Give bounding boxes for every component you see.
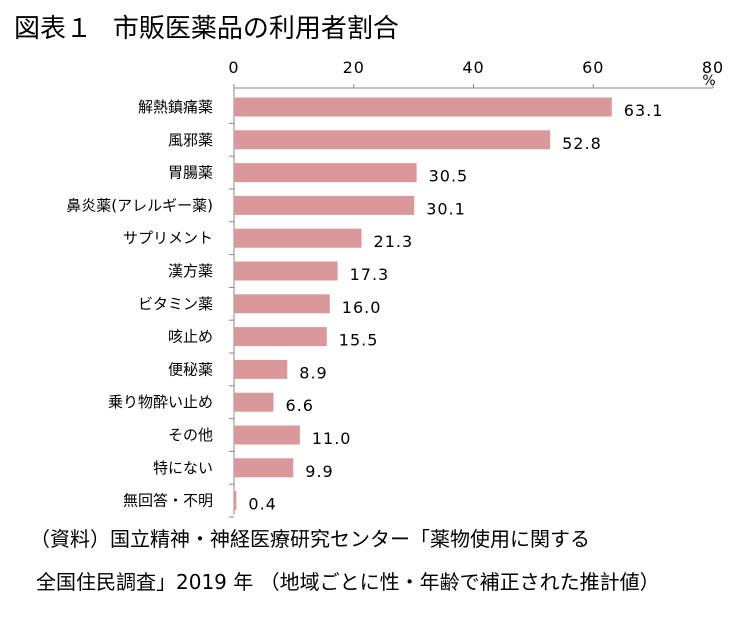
category-label: 漢方薬: [168, 262, 213, 280]
category-label: 便秘薬: [168, 360, 213, 378]
bars: [234, 97, 612, 511]
data-label: 15.5: [339, 331, 379, 350]
bar: [234, 261, 338, 281]
bar: [234, 163, 417, 183]
category-label: 特にない: [153, 459, 213, 477]
x-tick-label: 40: [462, 58, 484, 77]
data-label: 8.9: [299, 363, 327, 382]
data-labels: 63.1 52.8 30.5 30.1 21.3 17.3 16.0 15.5 8.9 6.6 11…: [248, 101, 664, 514]
x-tick-label: 80: [702, 58, 724, 77]
bar: [234, 491, 237, 511]
figure-number: 図表１: [14, 14, 93, 44]
bar: [234, 97, 612, 117]
category-label: 鼻炎薬(アレルギー薬): [66, 196, 213, 214]
data-label: 21.3: [374, 232, 414, 251]
data-label: 9.9: [305, 462, 333, 481]
source-note-line1: （資料）国立精神・神経医療研究センター「薬物使用に関する: [30, 527, 590, 551]
bar: [234, 458, 294, 478]
data-label: 63.1: [624, 101, 664, 120]
category-label: 風邪薬: [168, 131, 213, 149]
bar: [234, 294, 330, 314]
bar: [234, 425, 300, 445]
source-note-line2: 全国住民調査」2019 年 （地域ごとに性・年齢で補正された推計値）: [36, 570, 660, 594]
data-label: 30.5: [429, 167, 469, 186]
bar: [234, 130, 551, 150]
data-label: 0.4: [248, 495, 276, 514]
data-label: 11.0: [312, 429, 352, 448]
x-tick-label: 20: [343, 58, 365, 77]
data-label: 17.3: [350, 265, 390, 284]
category-label: ビタミン薬: [138, 295, 213, 313]
unit-label: %: [702, 73, 715, 89]
data-label: 16.0: [342, 298, 382, 317]
category-label: サプリメント: [123, 229, 213, 247]
category-label: 解熱鎮痛薬: [138, 98, 213, 116]
bar: [234, 392, 274, 412]
category-label: その他: [168, 426, 213, 444]
category-label: 咳止め: [168, 328, 213, 346]
x-axis: 0 20 40 60 80%: [228, 58, 724, 89]
data-label: 52.8: [562, 134, 602, 153]
x-tick-label: 0: [228, 58, 239, 77]
chart-title: 図表１ 市販医薬品の利用者割合: [14, 8, 399, 45]
bar: [234, 228, 362, 248]
category-label: 乗り物酔い止め: [108, 393, 213, 411]
category-label: 胃腸薬: [168, 164, 213, 182]
bar: [234, 327, 327, 347]
bar: [234, 359, 288, 379]
bar: [234, 195, 415, 215]
data-label: 6.6: [286, 396, 314, 415]
data-label: 30.1: [426, 199, 466, 218]
category-label: 無回答・不明: [123, 492, 213, 510]
x-tick-label: 60: [582, 58, 604, 77]
chart-title-text: 市販医薬品の利用者割合: [112, 14, 399, 44]
